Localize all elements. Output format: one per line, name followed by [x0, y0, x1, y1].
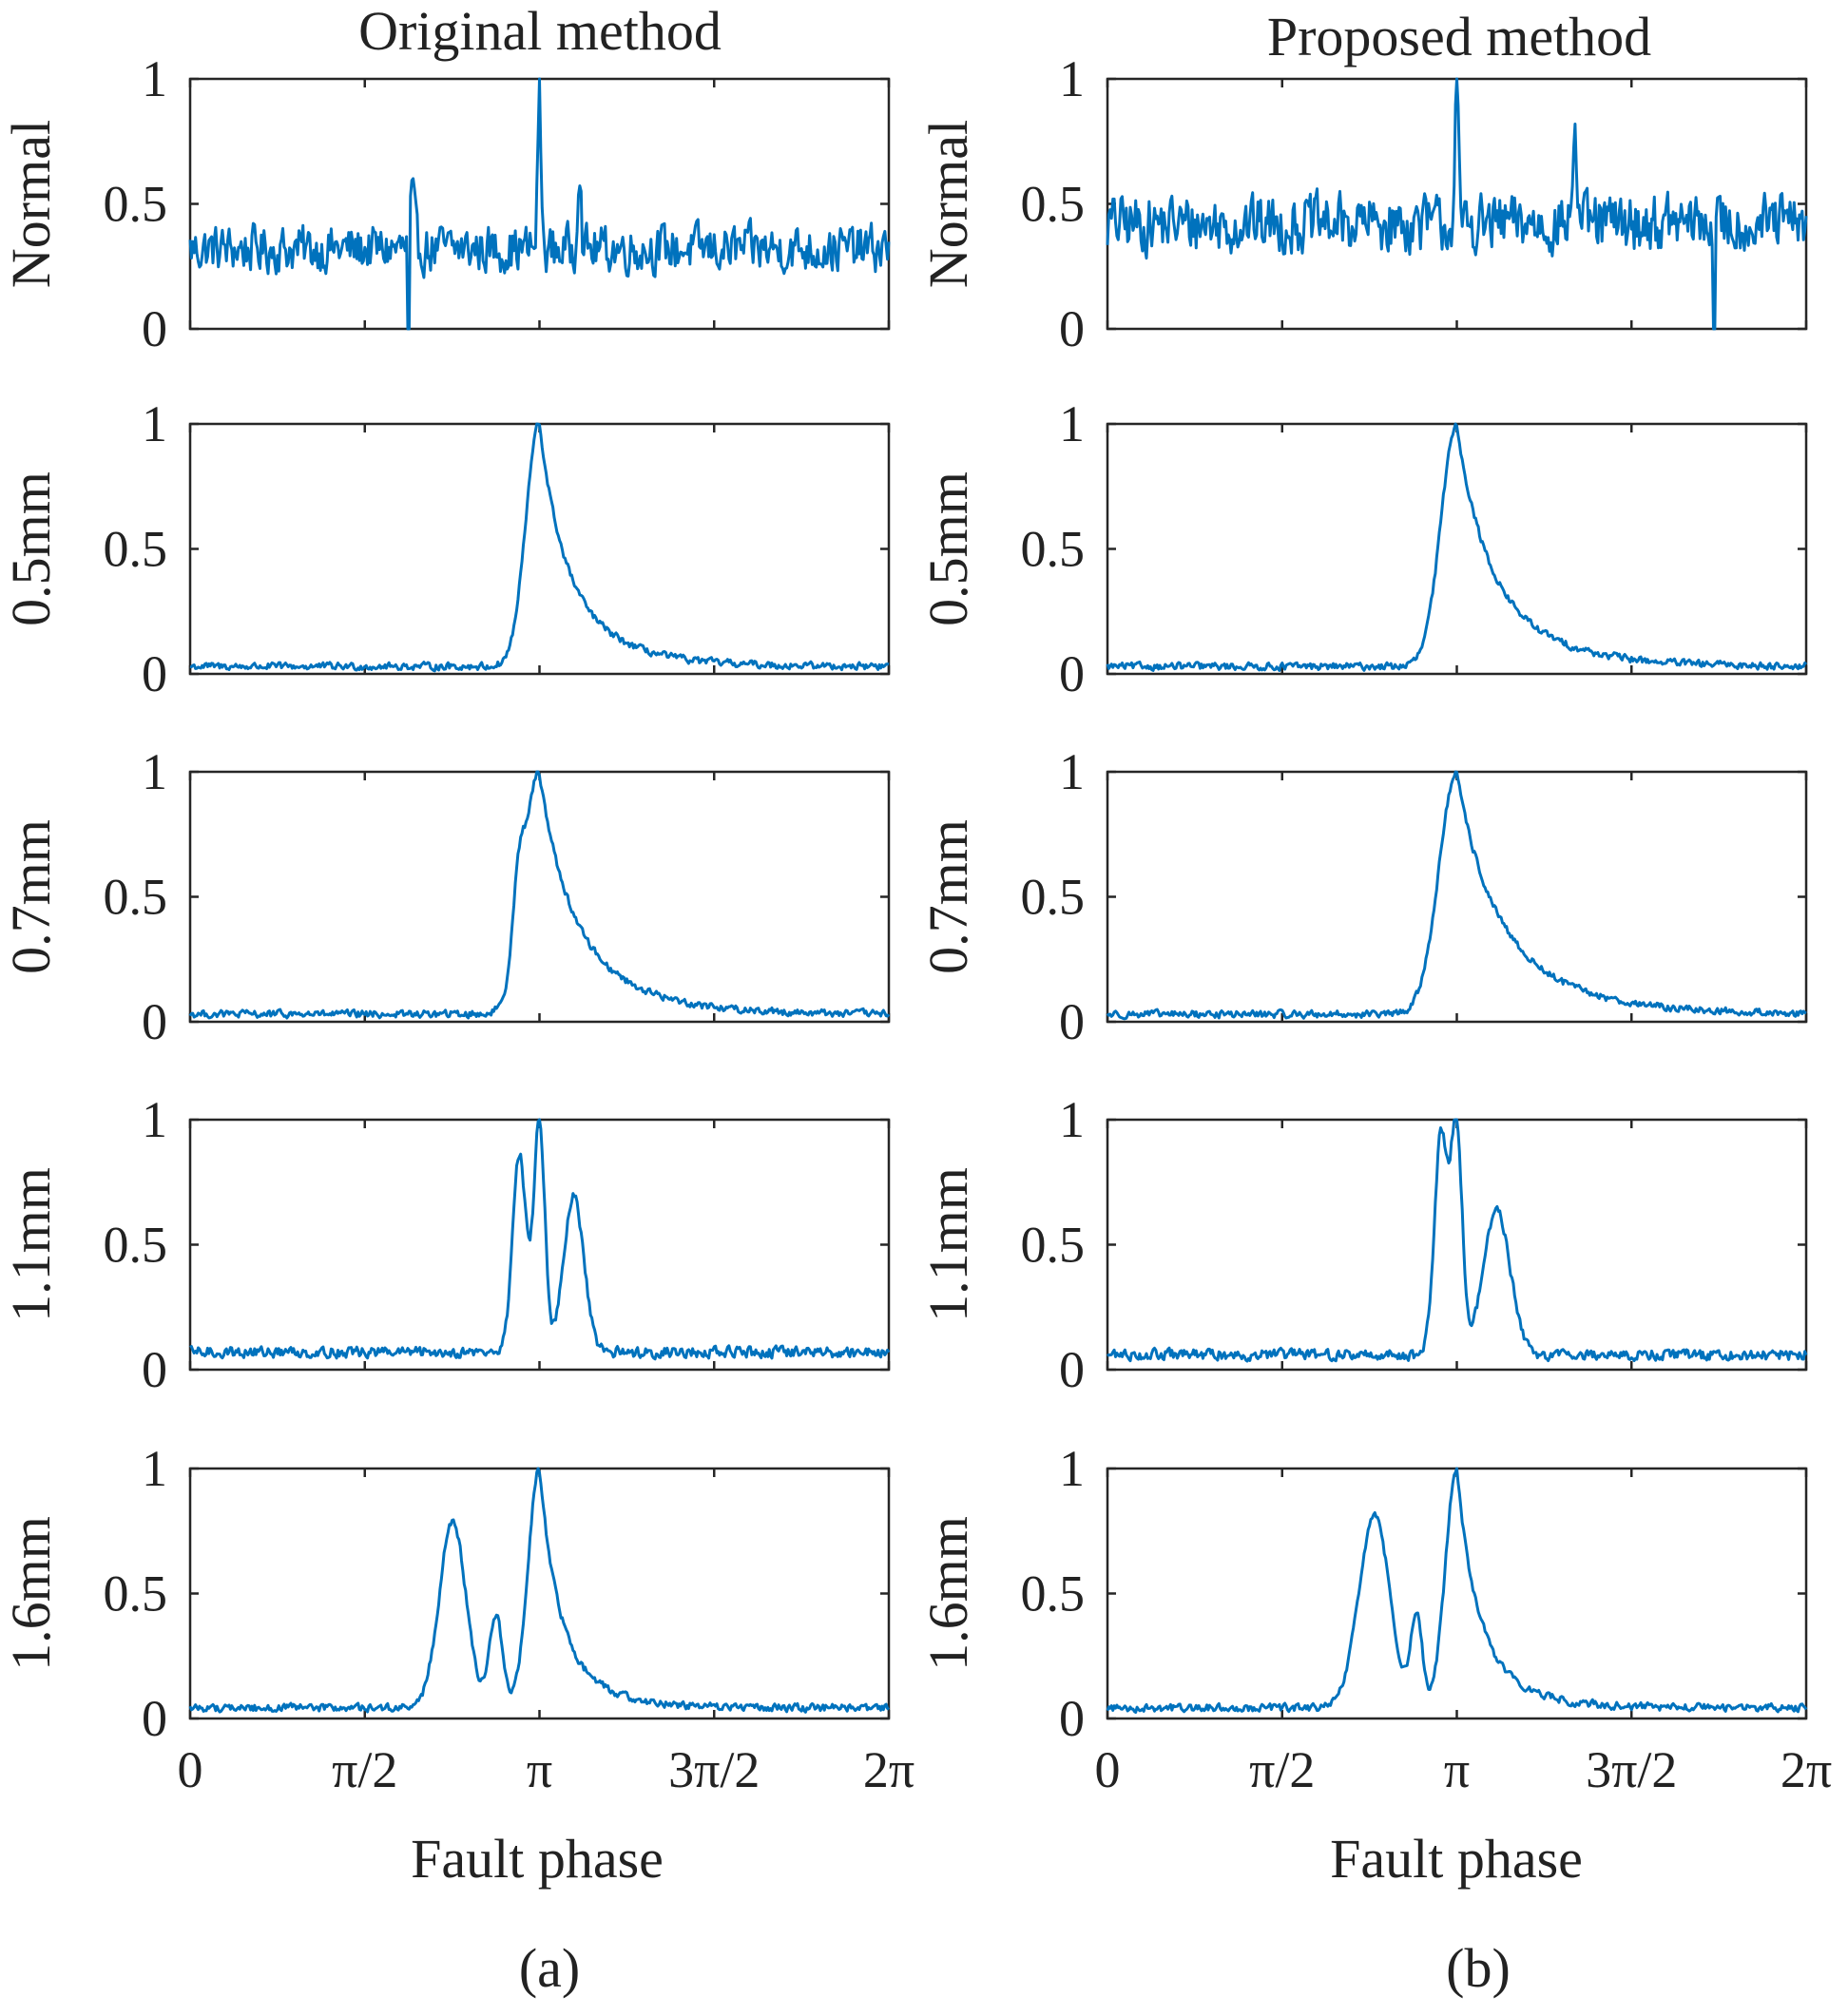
axes-frame: [188, 422, 891, 676]
y-tick-label: 0: [1059, 1341, 1085, 1398]
row-ylabel: 1.1mm: [917, 1167, 979, 1322]
series-line: [1106, 77, 1808, 331]
y-tick-label: 1: [142, 1440, 167, 1497]
panel-1-3: 0 0.5 1 1.1mm: [917, 1091, 1808, 1398]
axes-frame: [1106, 422, 1808, 676]
panel-0-2: 0 0.5 1 0.7mm: [0, 743, 891, 1050]
panel-0-0: 0 0.5 1 Normal: [0, 50, 891, 357]
x-tick-label: 0: [178, 1741, 203, 1798]
series-line: [1106, 422, 1808, 672]
axes-frame: [188, 1118, 891, 1372]
y-tick-label: 0.5: [1021, 869, 1086, 926]
x-tick-label: π: [527, 1741, 552, 1798]
y-tick-label: 0.5: [104, 869, 168, 926]
series-line: [189, 422, 890, 673]
y-tick-label: 1: [142, 743, 167, 800]
y-tick-label: 0.5: [104, 1565, 168, 1622]
axes-frame: [1106, 77, 1808, 331]
caption-a: (a): [519, 1937, 580, 1999]
y-tick-label: 1: [1059, 743, 1085, 800]
series-line: [188, 770, 891, 1020]
xlabel-left: Fault phase: [411, 1828, 664, 1890]
row-ylabel: Normal: [0, 120, 62, 288]
series-line: [1107, 1118, 1808, 1363]
y-tick-label: 0.5: [104, 176, 168, 233]
panel-0-1: 0 0.5 1 0.5mm: [0, 395, 891, 702]
y-tick-label: 1: [1059, 50, 1085, 107]
xlabel-right: Fault phase: [1330, 1828, 1583, 1890]
row-ylabel: 0.7mm: [0, 819, 62, 974]
y-tick-label: 0: [142, 645, 167, 702]
row-ylabel: 1.1mm: [0, 1167, 62, 1322]
y-tick-label: 1: [1059, 1091, 1085, 1148]
column-title-proposed: Proposed method: [1267, 6, 1651, 67]
y-tick-label: 0: [142, 1690, 167, 1747]
y-tick-label: 0.5: [1021, 1217, 1086, 1274]
y-tick-label: 0.5: [1021, 1565, 1086, 1622]
panel-0-4: 0 π/2 π 3π/2 2π 0 0.5 1 1.6mm: [0, 1440, 914, 1798]
caption-b: (b): [1446, 1937, 1511, 1999]
y-tick-label: 1: [142, 50, 167, 107]
row-ylabel: 1.6mm: [917, 1516, 979, 1671]
y-tick-label: 1: [142, 395, 167, 452]
y-tick-label: 0: [1059, 300, 1085, 357]
y-tick-label: 1: [1059, 1440, 1085, 1497]
row-ylabel: 0.5mm: [917, 471, 979, 626]
axes-frame: [1106, 770, 1808, 1024]
panel-0-3: 0 0.5 1 1.1mm: [0, 1091, 891, 1398]
x-tick-label: 3π/2: [1586, 1741, 1677, 1798]
axes-frame: [1106, 1118, 1808, 1372]
x-tick-label: π: [1444, 1741, 1470, 1798]
x-tick-label: π/2: [1249, 1741, 1315, 1798]
x-tick-label: 0: [1095, 1741, 1121, 1798]
row-ylabel: Normal: [917, 120, 979, 288]
y-tick-label: 1: [1059, 395, 1085, 452]
series-line: [188, 77, 891, 331]
y-tick-label: 0.5: [1021, 176, 1086, 233]
x-tick-label: 2π: [1781, 1741, 1832, 1798]
y-tick-label: 0: [1059, 993, 1085, 1050]
x-tick-label: 3π/2: [668, 1741, 760, 1798]
y-tick-label: 0.5: [104, 1217, 168, 1274]
y-tick-label: 0: [1059, 645, 1085, 702]
row-ylabel: 1.6mm: [0, 1516, 62, 1671]
y-tick-label: 0: [142, 993, 167, 1050]
series-line: [189, 1118, 891, 1361]
y-tick-label: 0: [142, 300, 167, 357]
series-line: [1106, 770, 1807, 1021]
axes-frame: [1106, 1467, 1808, 1720]
x-tick-label: π/2: [332, 1741, 397, 1798]
y-tick-label: 0: [142, 1341, 167, 1398]
panel-1-1: 0 0.5 1 0.5mm: [917, 395, 1808, 702]
y-tick-label: 1: [142, 1091, 167, 1148]
axes-frame: [188, 1467, 891, 1720]
series-line: [1106, 1467, 1808, 1714]
y-tick-label: 0.5: [104, 521, 168, 578]
y-tick-label: 0.5: [1021, 521, 1086, 578]
row-ylabel: 0.7mm: [917, 819, 979, 974]
axes-frame: [188, 770, 891, 1024]
y-tick-label: 0: [1059, 1690, 1085, 1747]
x-tick-label: 2π: [863, 1741, 914, 1798]
column-title-original: Original method: [358, 0, 722, 62]
panel-1-0: 0 0.5 1 Normal: [917, 50, 1808, 357]
series-line: [188, 1467, 890, 1714]
panel-1-4: 0 π/2 π 3π/2 2π 0 0.5 1 1.6mm: [917, 1440, 1832, 1798]
row-ylabel: 0.5mm: [0, 471, 62, 626]
panel-1-2: 0 0.5 1 0.7mm: [917, 743, 1808, 1050]
